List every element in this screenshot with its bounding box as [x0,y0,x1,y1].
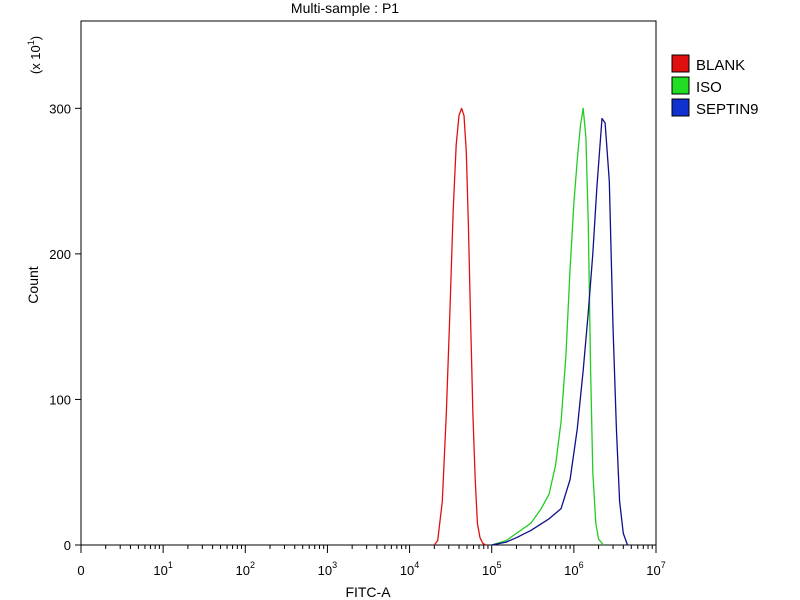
y-tick-label: 100 [49,392,71,407]
x-tick-label: 104 [400,560,419,578]
series-line-iso [491,107,605,546]
legend-label-blank: BLANK [696,57,745,74]
y-tick-label: 200 [49,247,71,262]
series-lines [433,107,629,546]
y-multiplier-label: (x 101) [26,36,43,74]
x-tick-label: 0 [77,563,84,578]
x-tick-label: 102 [236,560,255,578]
y-tick-label: 300 [49,101,71,116]
x-axis-ticks: 0 101 102 103 104 105 106 107 [77,545,666,578]
x-tick-label: 107 [646,560,665,578]
series-line-blank [433,107,487,546]
y-axis-ticks: 0 100 200 300 [49,101,81,553]
series-line-septin9 [491,117,629,546]
x-tick-label: 101 [153,560,172,578]
legend-label-iso: ISO [696,79,722,96]
legend-label-septin9: SEPTIN9 [696,101,759,118]
y-axis-label: Count [25,266,41,303]
legend-swatch-septin9 [671,98,690,117]
x-axis-label: FITC-A [345,584,391,600]
legend: BLANK ISO SEPTIN9 [671,54,759,118]
x-tick-label: 106 [564,560,583,578]
legend-item-septin9: SEPTIN9 [671,98,759,118]
legend-swatch-blank [671,54,690,73]
y-tick-label: 0 [64,538,71,553]
chart-title: Multi-sample : P1 [291,0,399,16]
legend-swatch-iso [671,76,690,95]
x-tick-label: 103 [318,560,337,578]
x-tick-label: 105 [482,560,501,578]
legend-item-blank: BLANK [671,54,745,74]
legend-item-iso: ISO [671,76,722,96]
plot-frame [80,20,657,546]
